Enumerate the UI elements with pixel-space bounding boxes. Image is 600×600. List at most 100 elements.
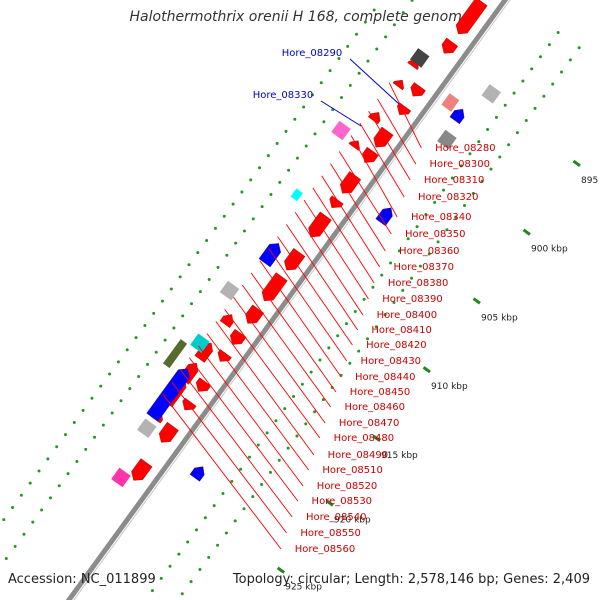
gc-dot: [372, 8, 376, 12]
kbp-tick-label: 895 kbp: [581, 176, 600, 186]
misc-feature[interactable]: [481, 84, 502, 104]
gene-label[interactable]: Hore_08410: [371, 325, 432, 336]
gene-label[interactable]: Hore_08480: [334, 433, 395, 444]
gc-dot: [477, 140, 481, 144]
gc-dot: [494, 115, 498, 119]
gene-labels[interactable]: Hore_08290 Hore_08330 Hore_08280 Hore_08300…: [162, 48, 496, 555]
gc-dot: [433, 200, 437, 204]
forward-gene-arrow[interactable]: [195, 377, 212, 392]
gene-label-highlighted[interactable]: Hore_08290: [282, 48, 343, 59]
misc-feature[interactable]: [190, 333, 210, 354]
gene-label[interactable]: Hore_08440: [355, 372, 416, 383]
gc-dot: [445, 228, 449, 232]
label-leader-line: [359, 122, 405, 198]
forward-gene-arrow[interactable]: [245, 304, 265, 324]
reverse-gene-arrow[interactable]: [258, 243, 281, 268]
gene-label[interactable]: Hore_08510: [322, 465, 383, 476]
forward-gene-arrow[interactable]: [348, 140, 360, 151]
gc-dot: [304, 144, 308, 148]
gc-dot: [190, 302, 194, 306]
misc-feature[interactable]: [137, 418, 157, 439]
gene-label[interactable]: Hore_08520: [317, 481, 378, 492]
misc-feature[interactable]: [219, 280, 240, 301]
gene-label[interactable]: Hore_08420: [366, 340, 427, 351]
gc-dot: [327, 346, 331, 350]
gc-dot: [195, 528, 199, 532]
gc-dot: [539, 55, 543, 59]
label-leader-line: [330, 163, 386, 252]
gene-label-highlighted[interactable]: Hore_08330: [253, 90, 314, 101]
gene-label[interactable]: Hore_08310: [424, 175, 485, 186]
forward-gene-arrow[interactable]: [261, 272, 288, 302]
forward-gene-arrow[interactable]: [230, 328, 247, 345]
misc-feature[interactable]: [111, 467, 131, 488]
gene-label[interactable]: Hore_08430: [361, 356, 422, 367]
gc-dot: [309, 370, 313, 374]
gc-dot: [480, 179, 484, 183]
gc-dot: [269, 193, 273, 197]
gene-track[interactable]: [111, 0, 502, 488]
gene-label[interactable]: Hore_08450: [350, 387, 411, 398]
gc-dot: [108, 372, 112, 376]
label-leader-line: [188, 357, 299, 502]
gc-dot: [239, 467, 243, 471]
gc-dot: [322, 120, 326, 124]
gc-dot: [181, 314, 185, 318]
reverse-gene-arrow[interactable]: [449, 108, 465, 125]
gc-dot: [13, 544, 17, 548]
gc-dot: [11, 505, 15, 509]
gene-label[interactable]: Hore_08280: [435, 143, 496, 154]
forward-gene-arrow[interactable]: [158, 421, 179, 443]
gene-label[interactable]: Hore_08350: [405, 229, 466, 240]
forward-gene-arrow[interactable]: [284, 247, 306, 271]
gene-label[interactable]: Hore_08460: [344, 402, 405, 413]
misc-feature[interactable]: [409, 48, 430, 68]
forward-gene-arrow[interactable]: [131, 458, 153, 481]
gc-dot: [392, 301, 396, 305]
gene-label[interactable]: Hore_08400: [377, 310, 438, 321]
gene-label[interactable]: Hore_08540: [306, 512, 367, 523]
forward-gene-arrow[interactable]: [340, 171, 362, 194]
forward-gene-arrow[interactable]: [441, 37, 459, 54]
gc-dot: [196, 251, 200, 255]
gc-dot: [251, 495, 255, 499]
kbp-tick: [522, 228, 531, 236]
gene-label[interactable]: Hore_08490: [328, 450, 389, 461]
misc-feature[interactable]: [441, 93, 460, 112]
forward-gene-arrow[interactable]: [373, 126, 394, 148]
reverse-gene-arrow[interactable]: [189, 466, 205, 482]
misc-feature[interactable]: [437, 129, 457, 150]
gc-dot: [292, 394, 296, 398]
reverse-gene-arrow[interactable]: [375, 207, 393, 227]
gene-label[interactable]: Hore_08470: [339, 418, 400, 429]
misc-feature[interactable]: [290, 188, 303, 202]
misc-feature[interactable]: [163, 339, 188, 369]
gene-label[interactable]: Hore_08360: [399, 246, 460, 257]
gene-label[interactable]: Hore_08300: [430, 159, 491, 170]
gc-dot: [339, 95, 343, 99]
gene-label[interactable]: Hore_08340: [411, 212, 472, 223]
gene-label[interactable]: Hore_08320: [418, 192, 479, 203]
misc-feature[interactable]: [331, 120, 351, 141]
gene-label[interactable]: Hore_08530: [312, 496, 373, 507]
gene-label[interactable]: Hore_08390: [382, 294, 443, 305]
reverse-gene-arrow[interactable]: [146, 368, 190, 422]
gc-dot: [275, 141, 279, 145]
label-leader-line: [388, 82, 422, 149]
gc-dot: [186, 540, 190, 544]
gene-label[interactable]: Hore_08560: [295, 544, 356, 555]
forward-gene-arrow[interactable]: [219, 314, 234, 329]
gene-label[interactable]: Hore_08370: [393, 262, 454, 273]
forward-gene-arrow[interactable]: [392, 79, 404, 91]
kbp-tick: [472, 297, 481, 305]
gene-label[interactable]: Hore_08380: [388, 278, 449, 289]
gc-dot: [37, 469, 41, 473]
gene-label[interactable]: Hore_08550: [300, 528, 361, 539]
forward-gene-arrow[interactable]: [410, 82, 426, 97]
forward-gene-arrow[interactable]: [455, 0, 488, 35]
gc-dot: [242, 229, 246, 233]
gc-dot: [145, 362, 149, 366]
label-leader-line: [197, 345, 304, 487]
label-leader-line: [241, 284, 332, 408]
